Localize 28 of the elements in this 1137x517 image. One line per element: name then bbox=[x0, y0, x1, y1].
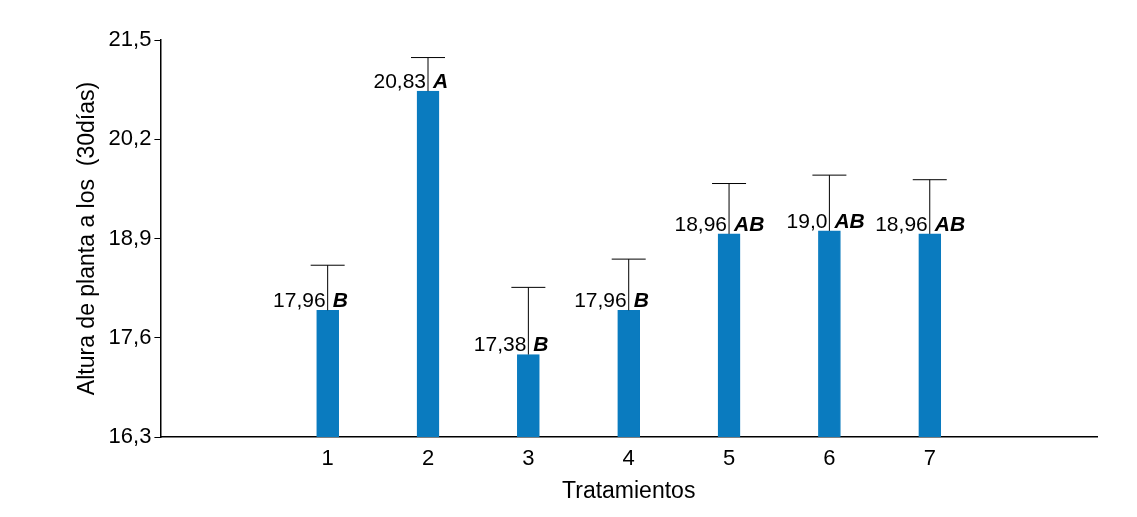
data-label: 19,0 bbox=[786, 208, 828, 232]
y-axis-title: Altura de planta a los (30días) bbox=[73, 81, 100, 396]
annotation: B bbox=[332, 288, 348, 312]
data-label: 18,96 bbox=[875, 211, 928, 235]
x-tick-label: 2 bbox=[421, 445, 435, 471]
annotation: B bbox=[533, 332, 549, 356]
data-label: 17,96 bbox=[273, 288, 326, 312]
annotation: AB bbox=[933, 211, 966, 235]
x-tick-label: 3 bbox=[522, 445, 535, 471]
annotation: AB bbox=[733, 211, 765, 235]
x-tick-label: 7 bbox=[923, 445, 936, 471]
data-label: 17,38 bbox=[473, 332, 527, 356]
data-label: 20,83 bbox=[373, 68, 427, 92]
annotation: AB bbox=[833, 208, 865, 232]
data-label: 17,96 bbox=[574, 288, 627, 312]
y-tick-label: 17,6 bbox=[108, 323, 152, 349]
y-tick-label: 20,2 bbox=[108, 125, 152, 151]
data-label: 18,96 bbox=[674, 211, 728, 235]
x-tick-label: 6 bbox=[823, 445, 836, 471]
annotation: B bbox=[633, 288, 649, 312]
y-tick-label: 21,5 bbox=[108, 26, 152, 52]
x-tick-label: 4 bbox=[622, 445, 635, 471]
x-tick-label: 5 bbox=[722, 445, 736, 471]
annotation: A bbox=[432, 68, 449, 92]
y-tick-label: 16,3 bbox=[108, 423, 152, 449]
x-tick-label: 1 bbox=[321, 445, 334, 471]
y-tick-label: 18,9 bbox=[108, 224, 152, 250]
x-axis-title: Tratamientos bbox=[562, 476, 696, 503]
